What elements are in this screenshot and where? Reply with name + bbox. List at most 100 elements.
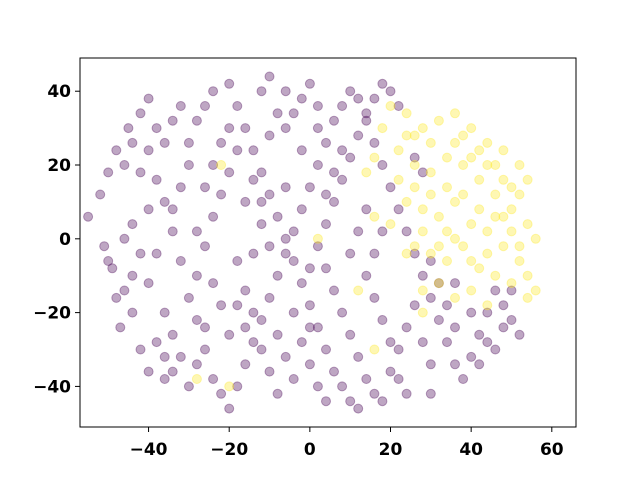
scatter-point-class-0 [425, 256, 436, 266]
scatter-point-class-1 [361, 167, 372, 178]
scatter-point-class-0 [216, 300, 227, 311]
scatter-point-class-0 [200, 241, 210, 252]
scatter-point-class-1 [425, 248, 436, 259]
scatter-point-class-0 [264, 292, 275, 303]
scatter-point-class-0 [107, 263, 118, 274]
scatter-point-class-1 [458, 241, 469, 252]
scatter-point-class-0 [191, 115, 202, 126]
scatter-point-class-0 [216, 137, 227, 148]
scatter-point-class-0 [224, 329, 235, 340]
scatter-point-class-1 [498, 211, 509, 222]
x-tick-label: 20 [379, 440, 403, 460]
y-tick-label: −40 [33, 377, 71, 397]
scatter-point-class-0 [103, 167, 114, 178]
scatter-point-class-0 [345, 152, 356, 163]
scatter-point-class-0 [224, 167, 235, 178]
scatter-point-class-0 [248, 145, 259, 156]
scatter-point-class-1 [466, 256, 477, 266]
scatter-point-class-0 [280, 351, 291, 362]
scatter-point-class-0 [248, 307, 259, 318]
scatter-point-class-0 [232, 300, 243, 311]
scatter-point-class-0 [401, 226, 412, 237]
scatter-point-class-0 [167, 204, 178, 215]
scatter-point-class-1 [450, 233, 460, 244]
scatter-point-class-1 [474, 145, 485, 156]
plot-frame [79, 57, 577, 428]
scatter-point-class-0 [353, 130, 364, 141]
scatter-point-class-0 [312, 381, 323, 392]
scatter-point-class-0 [490, 344, 501, 355]
scatter-point-class-1 [401, 196, 412, 207]
scatter-point-class-0 [296, 145, 307, 156]
scatter-point-class-0 [123, 123, 134, 134]
scatter-point-class-1 [498, 174, 509, 185]
scatter-point-class-1 [417, 285, 428, 296]
scatter-point-class-1 [433, 241, 444, 252]
scatter-point-class-0 [296, 337, 307, 348]
scatter-point-class-0 [337, 101, 348, 111]
scatter-point-class-0 [280, 86, 291, 97]
scatter-point-class-0 [264, 189, 275, 200]
scatter-point-class-0 [280, 248, 291, 259]
scatter-point-class-0 [232, 101, 243, 111]
scatter-point-class-1 [417, 307, 428, 318]
scatter-point-class-0 [321, 189, 331, 200]
scatter-point-class-0 [240, 285, 251, 296]
scatter-point-class-1 [369, 344, 380, 355]
scatter-point-class-0 [329, 366, 339, 377]
scatter-point-class-0 [377, 78, 388, 89]
scatter-point-class-1 [514, 160, 525, 170]
scatter-point-class-0 [369, 388, 380, 399]
scatter-point-class-0 [99, 241, 110, 252]
scatter-point-class-1 [466, 285, 477, 296]
scatter-point-class-1 [458, 189, 469, 200]
scatter-point-class-0 [345, 248, 356, 259]
y-tick-label: 0 [59, 230, 71, 250]
scatter-point-class-0 [248, 337, 259, 348]
scatter-point-class-0 [312, 322, 323, 333]
scatter-point-class-1 [450, 196, 460, 207]
scatter-point-class-0 [208, 160, 219, 170]
scatter-point-class-0 [143, 204, 154, 215]
scatter-point-class-0 [393, 374, 404, 384]
scatter-point-class-0 [417, 337, 428, 348]
plot-background [80, 58, 576, 427]
scatter-point-class-0 [200, 182, 210, 193]
scatter-point-class-0 [425, 359, 436, 370]
scatter-point-class-0 [417, 167, 428, 178]
scatter-point-class-1 [522, 270, 533, 281]
scatter-point-class-0 [135, 248, 146, 259]
scatter-point-class-0 [329, 167, 339, 178]
scatter-point-class-0 [183, 381, 194, 392]
scatter-point-class-0 [127, 270, 138, 281]
scatter-point-class-0 [167, 226, 178, 237]
scatter-point-class-0 [442, 300, 452, 311]
scatter-point-class-1 [474, 204, 485, 215]
scatter-point-class-0 [216, 388, 227, 399]
scatter-point-class-1 [442, 152, 452, 163]
scatter-point-class-1 [224, 381, 235, 392]
scatter-point-class-1 [409, 130, 420, 141]
scatter-point-class-0 [143, 366, 154, 377]
scatter-point-class-0 [296, 204, 307, 215]
scatter-point-class-0 [377, 315, 388, 325]
scatter-point-class-0 [433, 278, 444, 289]
scatter-point-class-0 [183, 292, 194, 303]
scatter-point-class-0 [256, 196, 267, 207]
scatter-point-class-0 [321, 137, 331, 148]
scatter-point-class-0 [409, 152, 420, 163]
scatter-point-class-0 [256, 167, 267, 178]
scatter-point-class-0 [175, 182, 186, 193]
scatter-point-class-0 [385, 366, 396, 377]
x-tick-label: 60 [540, 440, 564, 460]
scatter-point-class-0 [272, 211, 283, 222]
scatter-point-class-0 [167, 329, 178, 340]
scatter-point-class-1 [369, 152, 380, 163]
scatter-point-class-0 [151, 248, 162, 259]
scatter-point-class-0 [450, 359, 460, 370]
scatter-point-class-0 [345, 396, 356, 407]
scatter-point-class-0 [200, 344, 210, 355]
scatter-point-class-0 [119, 233, 130, 244]
scatter-point-class-1 [466, 219, 477, 230]
scatter-point-class-0 [256, 219, 267, 230]
